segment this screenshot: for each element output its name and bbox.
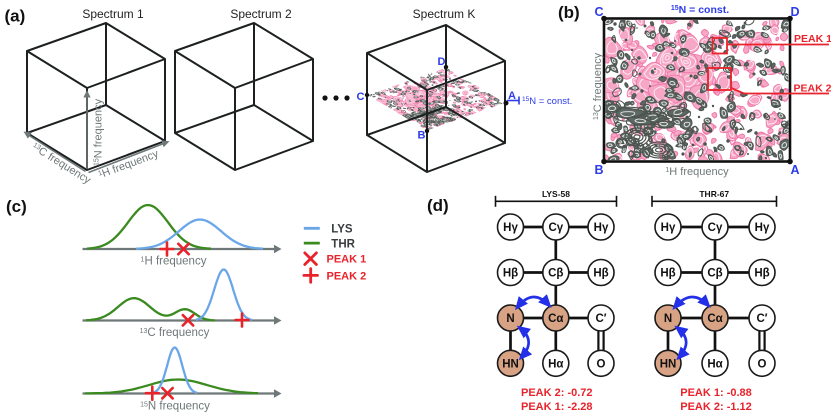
svg-text:A: A — [508, 90, 516, 102]
svg-text:Hγ: Hγ — [503, 222, 518, 234]
svg-text:C′: C′ — [756, 313, 767, 325]
svg-text:PEAK 2: -0.72: PEAK 2: -0.72 — [521, 387, 593, 399]
svg-text:Cα: Cα — [548, 313, 563, 325]
svg-text:15N = const.: 15N = const. — [522, 96, 572, 107]
svg-text:(d): (d) — [427, 196, 449, 215]
svg-text:LYS-58: LYS-58 — [542, 189, 570, 199]
svg-text:(c): (c) — [6, 197, 27, 216]
svg-text:N: N — [664, 313, 672, 325]
svg-text:Hα: Hα — [707, 359, 722, 371]
svg-text:A: A — [790, 163, 799, 177]
svg-text:Cβ: Cβ — [548, 268, 563, 280]
svg-text:D: D — [438, 56, 446, 68]
svg-text:Hβ: Hβ — [503, 268, 518, 280]
svg-text:PEAK 2: PEAK 2 — [794, 83, 831, 95]
svg-text:1H frequency: 1H frequency — [97, 148, 161, 182]
svg-text:PEAK 1: PEAK 1 — [327, 254, 367, 266]
svg-text:Cβ: Cβ — [707, 268, 722, 280]
svg-text:Spectrum 2: Spectrum 2 — [230, 7, 292, 21]
svg-text:15N frequency: 15N frequency — [93, 98, 105, 166]
svg-text:Hβ: Hβ — [754, 268, 769, 280]
svg-text:N: N — [506, 313, 514, 325]
svg-text:15N frequency: 15N frequency — [140, 401, 210, 413]
svg-text:LYS: LYS — [331, 224, 353, 236]
svg-text:Hγ: Hγ — [594, 222, 609, 234]
svg-text:1H frequency: 1H frequency — [141, 256, 207, 268]
svg-text:Spectrum 1: Spectrum 1 — [82, 7, 144, 21]
svg-text:Cγ: Cγ — [548, 222, 563, 234]
svg-text:Hγ: Hγ — [755, 222, 770, 234]
svg-text:PEAK 1: PEAK 1 — [794, 33, 831, 45]
svg-text:Cγ: Cγ — [708, 222, 723, 234]
svg-text:(a): (a) — [5, 7, 26, 26]
svg-text:PEAK 2: PEAK 2 — [327, 271, 367, 283]
svg-text:Cα: Cα — [707, 313, 722, 325]
svg-text:PEAK 1: -0.88: PEAK 1: -0.88 — [680, 387, 752, 399]
svg-text:B: B — [594, 163, 603, 177]
svg-text:Hα: Hα — [548, 359, 563, 371]
svg-text:(b): (b) — [558, 3, 580, 22]
svg-text:O: O — [758, 359, 767, 371]
svg-text:13C frequency: 13C frequency — [140, 327, 210, 339]
svg-text:13C frequency: 13C frequency — [29, 141, 93, 187]
svg-text:HN: HN — [660, 359, 677, 371]
svg-text:15N = const.: 15N = const. — [671, 4, 729, 16]
svg-text:D: D — [790, 5, 799, 19]
svg-text:PEAK 1: -2.28: PEAK 1: -2.28 — [521, 401, 593, 413]
svg-text:Hγ: Hγ — [661, 222, 676, 234]
svg-text:C: C — [357, 91, 365, 103]
svg-text:THR: THR — [331, 238, 355, 250]
svg-text:C: C — [594, 5, 603, 19]
svg-text:O: O — [597, 359, 606, 371]
svg-text:Hβ: Hβ — [660, 268, 675, 280]
svg-text:PEAK 2: -1.12: PEAK 2: -1.12 — [680, 401, 752, 413]
svg-text:HN: HN — [502, 359, 519, 371]
svg-text:1H frequency: 1H frequency — [665, 166, 729, 178]
svg-text:Hβ: Hβ — [593, 268, 608, 280]
svg-text:C′: C′ — [595, 313, 606, 325]
svg-text:13C frequency: 13C frequency — [592, 52, 604, 120]
svg-text:Spectrum K: Spectrum K — [413, 7, 476, 21]
svg-text:THR-67: THR-67 — [699, 189, 729, 199]
svg-text:B: B — [418, 130, 426, 142]
